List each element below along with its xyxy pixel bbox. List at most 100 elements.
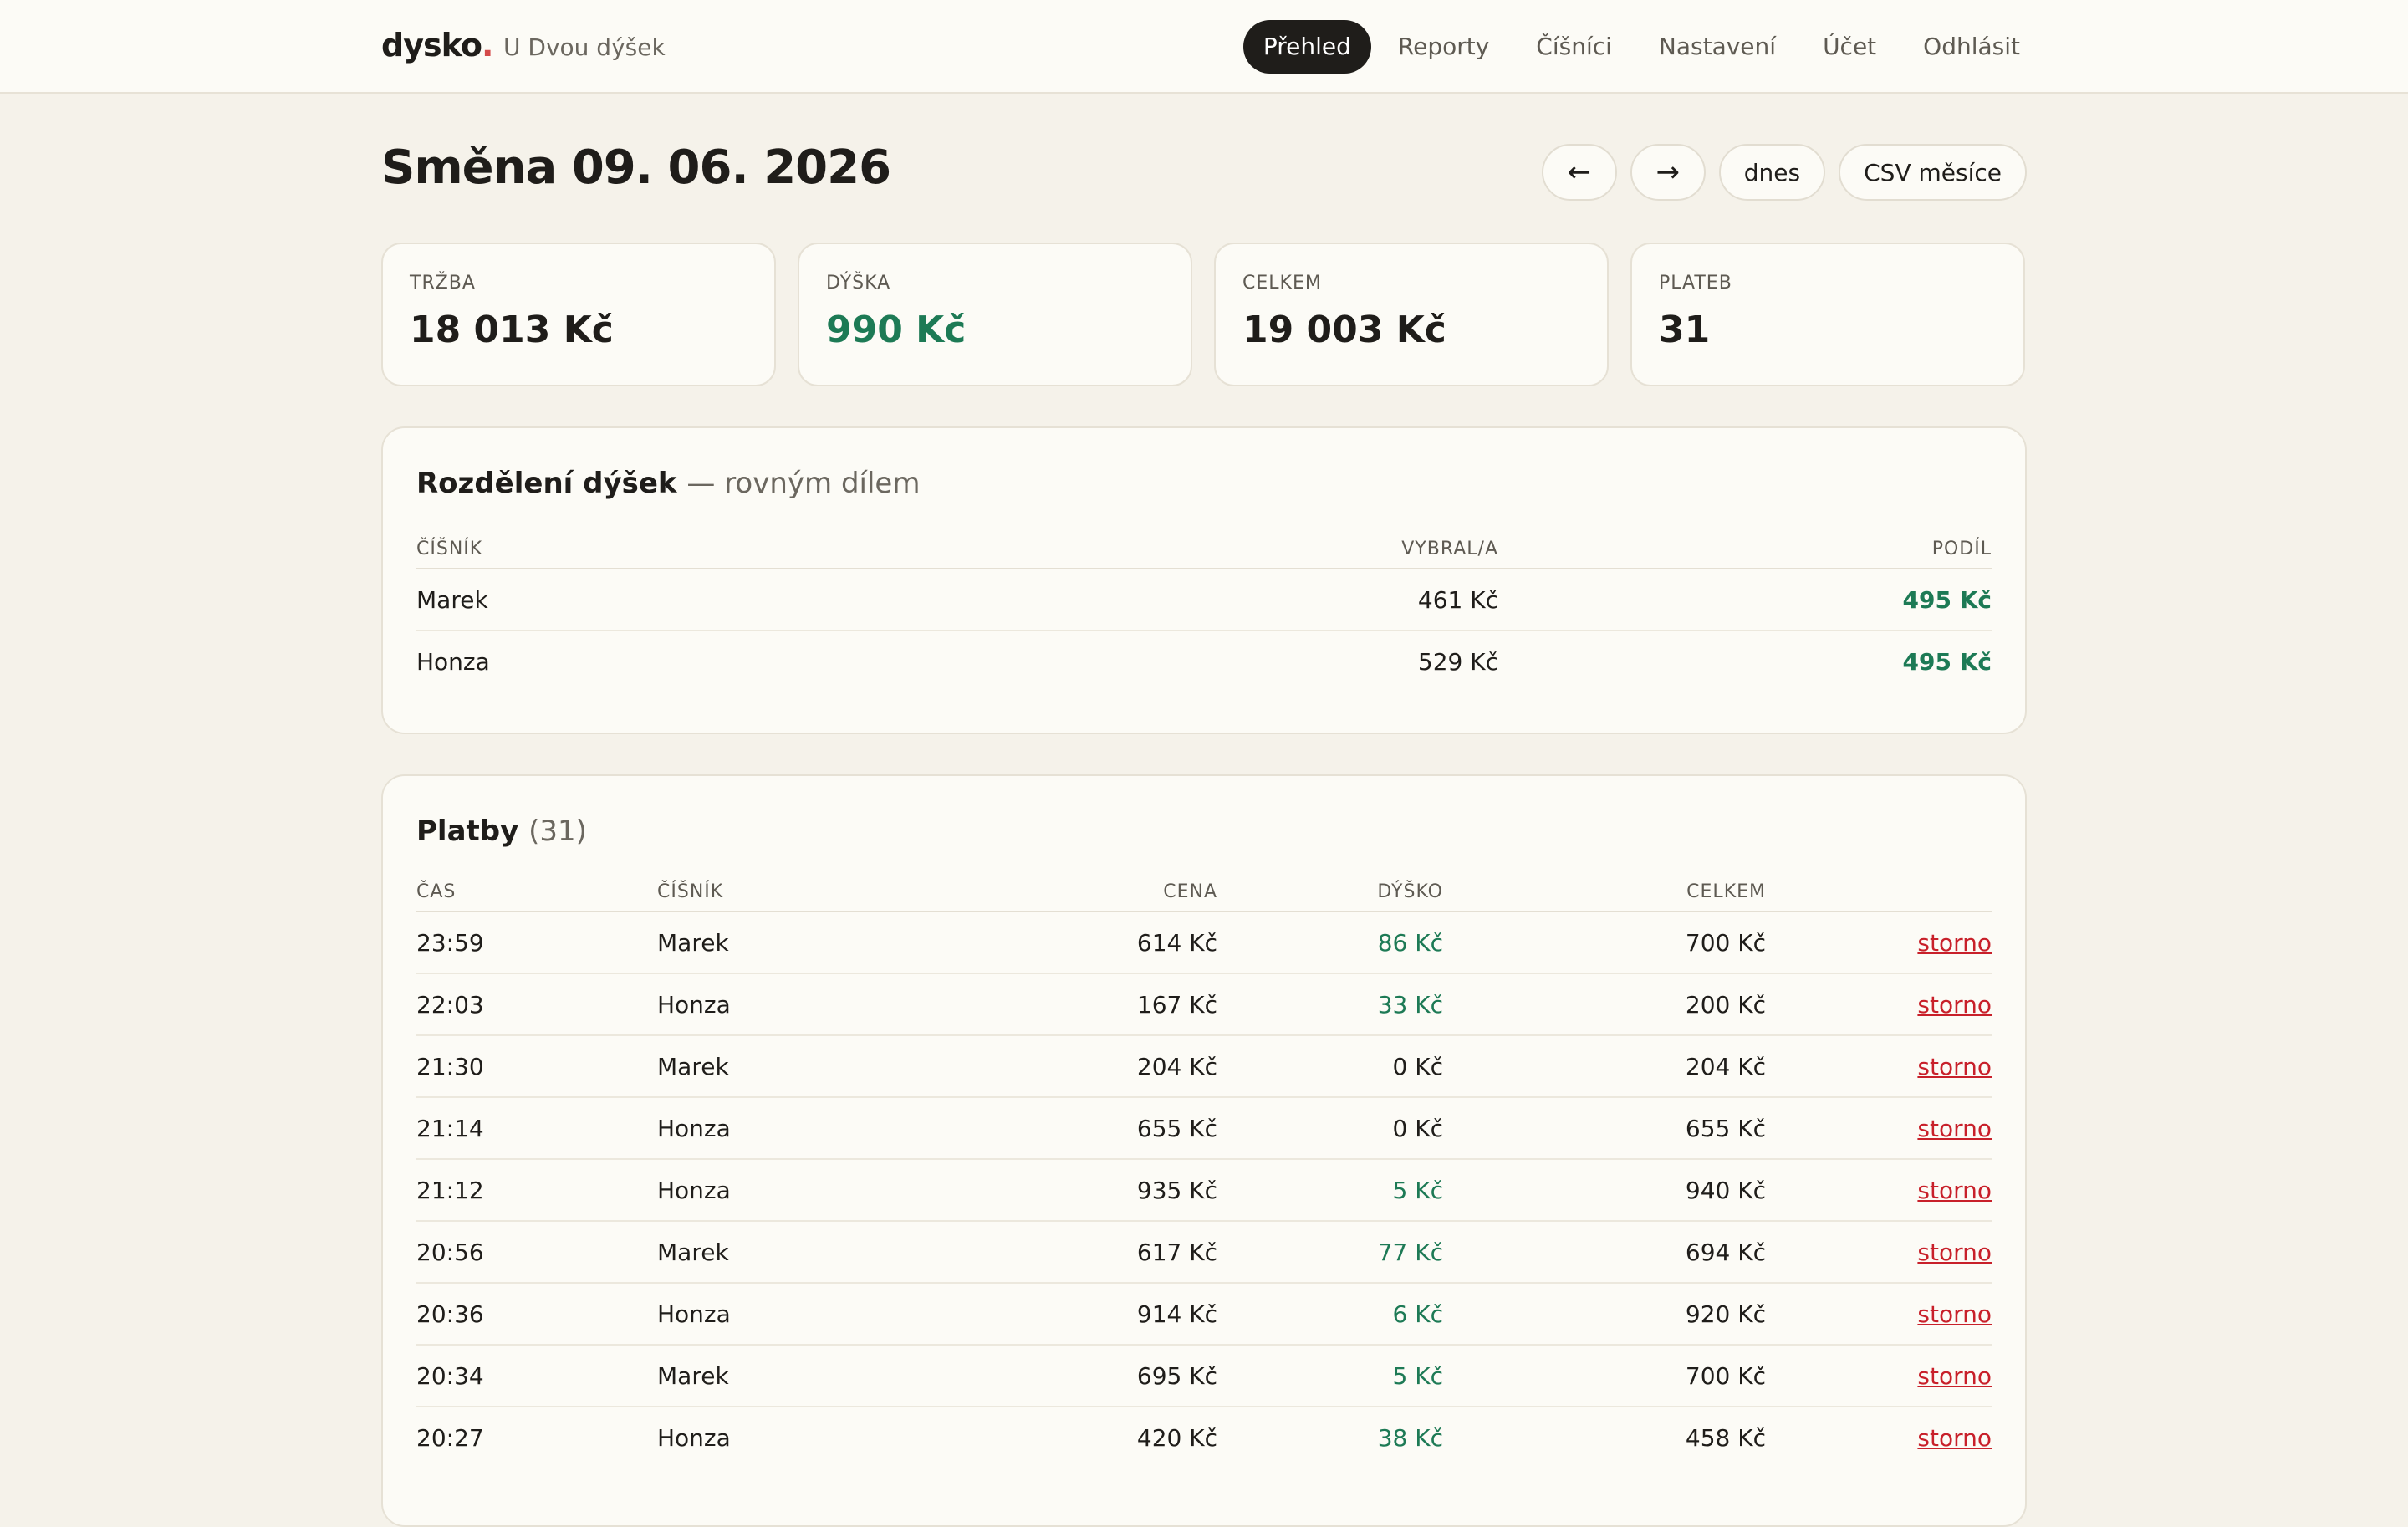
table-row: 21:14 Honza 655 Kč 0 Kč 655 Kč storno: [416, 1097, 1992, 1160]
stat-value: 19 003 Kč: [1242, 309, 1446, 351]
payment-price: 204 Kč: [982, 1035, 1217, 1098]
payment-time: 21:30: [416, 1035, 657, 1098]
payment-tip: 5 Kč: [1217, 1345, 1443, 1407]
payment-waiter: Marek: [657, 1035, 982, 1098]
payment-price: 695 Kč: [982, 1345, 1217, 1407]
table-row: 21:30 Marek 204 Kč 0 Kč 204 Kč storno: [416, 1035, 1992, 1098]
payment-price: 655 Kč: [982, 1097, 1217, 1160]
nav-item-reporty[interactable]: Reporty: [1397, 33, 1490, 60]
payment-total: 920 Kč: [1443, 1283, 1766, 1346]
payment-tip: 86 Kč: [1217, 912, 1443, 974]
storno-link[interactable]: storno: [1917, 1300, 1992, 1328]
table-row: 20:36 Honza 914 Kč 6 Kč 920 Kč storno: [416, 1283, 1992, 1346]
csv-export-button[interactable]: CSV měsíce: [1839, 144, 2027, 201]
tip-split-card: Rozdělení dýšek — rovným dílem ČÍŠNÍK VY…: [381, 426, 2027, 734]
storno-link[interactable]: storno: [1917, 1114, 1992, 1142]
payment-waiter: Marek: [657, 1345, 982, 1407]
stat-card-total: CELKEM 19 003 Kč: [1214, 243, 1609, 386]
payment-total: 204 Kč: [1443, 1035, 1766, 1098]
payment-tip: 0 Kč: [1217, 1097, 1443, 1160]
column-header-waiter: ČÍŠNÍK: [416, 532, 896, 569]
tip-split-subtitle: — rovným dílem: [686, 467, 921, 500]
payments-heading: Platby: [416, 815, 519, 848]
payment-time: 22:03: [416, 973, 657, 1036]
column-header-tip: DÝŠKO: [1217, 875, 1443, 912]
nav-item-ucet[interactable]: Účet: [1823, 33, 1877, 60]
top-bar: dysko. U Dvou dýšek Přehled Reporty Číšn…: [0, 0, 2408, 94]
nav-item-cisnici[interactable]: Číšníci: [1536, 33, 1612, 60]
stat-card-tips: DÝŠKA 990 Kč: [798, 243, 1192, 386]
waiter-name: Marek: [416, 569, 896, 631]
stat-card-payments-count: PLATEB 31: [1630, 243, 2025, 386]
stat-value: 31: [1659, 309, 1711, 351]
tip-split-title: Rozdělení dýšek — rovným dílem: [416, 467, 1992, 507]
venue-name: U Dvou dýšek: [503, 33, 666, 61]
storno-link[interactable]: storno: [1917, 1424, 1992, 1452]
payment-total: 458 Kč: [1685, 1424, 1766, 1452]
payment-tip: 0 Kč: [1217, 1035, 1443, 1098]
column-header-share: PODÍL: [1498, 532, 1992, 569]
storno-link[interactable]: storno: [1917, 928, 1992, 957]
nav-item-nastaveni[interactable]: Nastavení: [1658, 33, 1777, 60]
payment-price: 617 Kč: [982, 1221, 1217, 1284]
stat-label: CELKEM: [1242, 273, 1322, 294]
waiter-name: Honza: [416, 648, 490, 676]
payment-price: 614 Kč: [982, 912, 1217, 974]
payment-tip: 33 Kč: [1217, 973, 1443, 1036]
column-header-action: [1766, 875, 1992, 912]
prev-day-button[interactable]: ←: [1541, 144, 1617, 201]
column-header-waiter: ČÍŠNÍK: [657, 875, 982, 912]
payment-tip: 5 Kč: [1217, 1159, 1443, 1222]
table-header-row: ČÍŠNÍK VYBRAL/A PODÍL: [416, 532, 1992, 569]
table-row: 20:56 Marek 617 Kč 77 Kč 694 Kč storno: [416, 1221, 1992, 1284]
payment-total: 694 Kč: [1443, 1221, 1766, 1284]
storno-link[interactable]: storno: [1917, 1176, 1992, 1204]
stat-card-revenue: TRŽBA 18 013 Kč: [381, 243, 776, 386]
nav-item-odhlasit[interactable]: Odhlásit: [1923, 33, 2020, 60]
payment-time: 20:34: [416, 1345, 657, 1407]
column-header-collected: VYBRAL/A: [896, 532, 1498, 569]
payment-waiter: Honza: [657, 1283, 982, 1346]
stats-row: TRŽBA 18 013 Kč DÝŠKA 990 Kč CELKEM 19 0…: [381, 243, 2025, 386]
storno-link[interactable]: storno: [1917, 1238, 1992, 1266]
arrow-left-icon: ←: [1567, 156, 1592, 189]
payment-time: 20:27: [416, 1424, 484, 1452]
payments-count: (31): [528, 815, 587, 848]
main-nav: Přehled Reporty Číšníci Nastavení Účet O…: [1242, 20, 2040, 74]
payment-waiter: Marek: [657, 912, 982, 974]
payment-time: 21:12: [416, 1159, 657, 1222]
table-row: 20:34 Marek 695 Kč 5 Kč 700 Kč storno: [416, 1345, 1992, 1407]
column-header-total: CELKEM: [1443, 875, 1766, 912]
storno-link[interactable]: storno: [1917, 1052, 1992, 1080]
table-row: 22:03 Honza 167 Kč 33 Kč 200 Kč storno: [416, 973, 1992, 1036]
payments-title: Platby (31): [416, 815, 1992, 855]
storno-link[interactable]: storno: [1917, 1361, 1992, 1390]
table-row: 21:12 Honza 935 Kč 5 Kč 940 Kč storno: [416, 1159, 1992, 1222]
payment-total: 655 Kč: [1443, 1097, 1766, 1160]
payment-waiter: Honza: [657, 1159, 982, 1222]
table-row: Marek 461 Kč 495 Kč: [416, 569, 1992, 631]
nav-item-prehled[interactable]: Přehled: [1242, 20, 1371, 74]
next-day-button[interactable]: →: [1630, 144, 1706, 201]
stat-label: TRŽBA: [410, 273, 476, 294]
brand-name: dysko: [381, 27, 482, 64]
brand-logo[interactable]: dysko.: [381, 27, 493, 64]
payment-time: 23:59: [416, 912, 657, 974]
shift-pager: ← → dnes CSV měsíce: [1541, 144, 2027, 201]
payment-total: 700 Kč: [1443, 912, 1766, 974]
stat-label: PLATEB: [1659, 273, 1732, 294]
storno-link[interactable]: storno: [1917, 990, 1992, 1019]
payment-price: 167 Kč: [982, 973, 1217, 1036]
column-header-time: ČAS: [416, 875, 657, 912]
payment-price: 914 Kč: [982, 1283, 1217, 1346]
stat-label: DÝŠKA: [826, 273, 891, 294]
payment-tip: 6 Kč: [1217, 1283, 1443, 1346]
stat-value: 18 013 Kč: [410, 309, 614, 351]
table-row: Honza 529 Kč 495 Kč: [416, 631, 1992, 692]
arrow-right-icon: →: [1656, 156, 1681, 189]
collected-amount: 529 Kč: [1417, 648, 1498, 676]
share-amount: 495 Kč: [1902, 648, 1992, 676]
payment-waiter: Honza: [657, 1424, 731, 1452]
payments-table: ČAS ČÍŠNÍK CENA DÝŠKO CELKEM 23:59 Marek…: [416, 875, 1992, 1468]
today-button[interactable]: dnes: [1718, 144, 1826, 201]
